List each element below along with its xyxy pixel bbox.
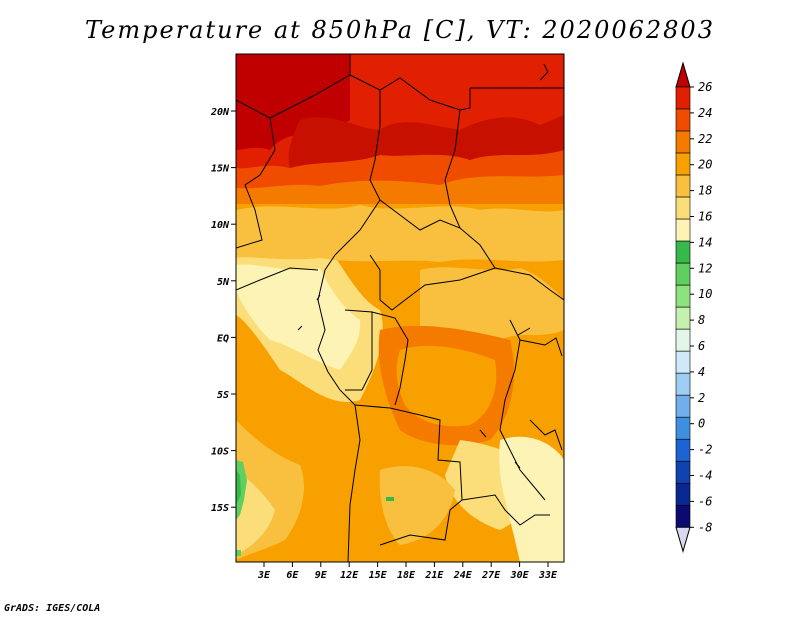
colorbar-swatch [675, 130, 691, 154]
colorbar-label: 6 [698, 339, 705, 353]
colorbar-swatch [675, 438, 691, 462]
colorbar-label: -8 [698, 520, 712, 534]
colorbar-label: 14 [698, 235, 712, 249]
colorbar-swatch [675, 504, 691, 528]
colorbar-label: 4 [698, 365, 705, 379]
colorbar-swatch [675, 394, 691, 418]
lat-tick-label: 15N [211, 164, 230, 175]
lon-tick-label: 15E [369, 570, 388, 581]
lat-tick-label: 5N [217, 277, 230, 288]
colorbar-swatch [675, 152, 691, 176]
colorbar-label: -2 [698, 443, 712, 457]
colorbar-swatch [675, 350, 691, 374]
colorbar-swatch [675, 196, 691, 220]
lon-tick-label: 33E [538, 570, 558, 581]
lat-tick-label: 10S [211, 447, 229, 458]
colorbar-swatch [675, 174, 691, 198]
footer-credit: GrADS: IGES/COLA [4, 603, 101, 614]
lon-tick-label: 24E [453, 570, 473, 581]
colorbar-swatch [675, 372, 691, 396]
colorbar-label: 20 [698, 158, 712, 172]
colorbar-swatch [675, 240, 691, 264]
colorbar-underflow-arrow [675, 526, 691, 554]
colorbar-label: 24 [698, 106, 712, 120]
colorbar-label: 2 [698, 391, 705, 405]
colorbar-label: 10 [698, 287, 712, 301]
temperature-field [236, 54, 564, 562]
colorbar-label: -4 [698, 469, 712, 483]
lon-tick-label: 3E [257, 570, 271, 581]
colorbar-label: 26 [698, 80, 712, 94]
lon-tick-label: 6E [286, 570, 299, 581]
colorbar-label: 12 [698, 261, 712, 275]
colorbar-swatch [675, 306, 691, 330]
lat-tick-label: 15S [211, 503, 229, 514]
lon-tick-label: 27E [481, 570, 501, 581]
colorbar-label: 8 [698, 313, 705, 327]
lat-tick-label: 20N [210, 107, 230, 118]
colorbar-label: 22 [698, 132, 712, 146]
colorbar-label: 18 [698, 184, 712, 198]
colorbar-swatch [675, 218, 691, 242]
colorbar-swatch [675, 284, 691, 308]
colorbar-swatch [675, 460, 691, 484]
lat-tick-label: 5S [217, 390, 229, 401]
lon-tick-label: 21E [424, 570, 444, 581]
colorbar-label: -6 [698, 494, 712, 508]
colorbar-swatch [675, 262, 691, 286]
lon-tick-label: 30E [510, 570, 530, 581]
colorbar-swatch [675, 328, 691, 352]
map-title: Temperature at 850hPa [C], VT: 202006280… [85, 16, 715, 44]
colorbar-label: 0 [698, 417, 705, 431]
lon-tick-label: 9E [315, 570, 328, 581]
colorbar-swatch [675, 416, 691, 440]
latitude-axis: 20N 15N 10N 5N EQ 5S 10S 15S [210, 107, 236, 514]
colorbar-swatch [675, 108, 691, 132]
lon-tick-label: 12E [340, 570, 359, 581]
colorbar-overflow-arrow [675, 61, 691, 88]
longitude-axis: 3E 6E 9E 12E 15E 18E 21E 24E 27E 30E 33E [257, 562, 558, 581]
colorbar-label: 16 [698, 210, 712, 224]
lon-tick-label: 18E [397, 570, 416, 581]
colorbar-swatch [675, 482, 691, 506]
lat-tick-label: EQ [217, 333, 229, 344]
colorbar-swatch [675, 86, 691, 110]
map-frame [235, 53, 565, 563]
lat-tick-label: 10N [211, 220, 230, 231]
